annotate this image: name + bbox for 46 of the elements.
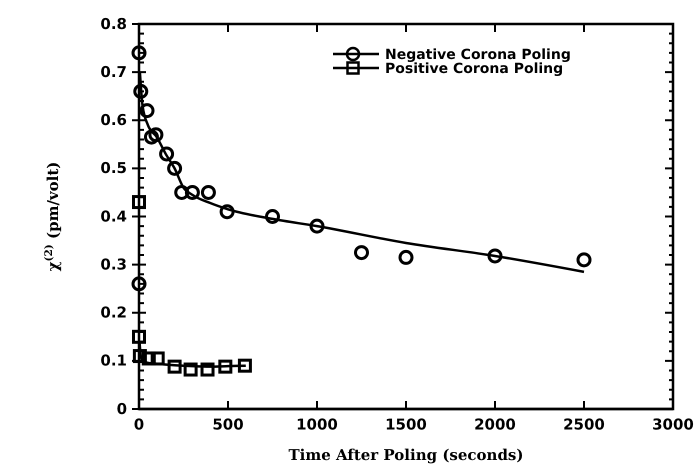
point xyxy=(220,204,235,220)
x-tick-label: 2000 xyxy=(474,416,516,434)
point xyxy=(168,360,182,374)
point xyxy=(265,209,280,224)
point xyxy=(132,349,147,364)
point xyxy=(133,84,148,99)
point xyxy=(354,245,369,260)
y-tick-label: 0.2 xyxy=(100,304,127,322)
y-tick-label: 0.6 xyxy=(100,111,127,130)
point xyxy=(140,103,155,118)
y-tick-label: 0.1 xyxy=(100,352,127,370)
point xyxy=(184,184,200,200)
point xyxy=(488,248,502,264)
y-tick-label: 0 xyxy=(116,400,127,418)
point xyxy=(218,360,232,374)
x-axis-title: Time After Poling (seconds) xyxy=(288,446,524,464)
point xyxy=(144,130,159,145)
point xyxy=(148,127,164,142)
point xyxy=(238,358,252,373)
point xyxy=(167,160,182,176)
x-tick-label: 2500 xyxy=(563,416,605,434)
point xyxy=(132,330,146,344)
legend-label: Negative Corona Poling xyxy=(385,47,571,63)
y-tick-label: 0.8 xyxy=(100,14,127,33)
point xyxy=(398,250,414,265)
point xyxy=(310,218,324,234)
point xyxy=(159,146,174,162)
point xyxy=(174,184,190,200)
point xyxy=(132,195,146,210)
x-tick-label: 3000 xyxy=(652,416,694,434)
point xyxy=(200,362,215,377)
y-tick-label: 0.7 xyxy=(100,62,127,81)
x-tick-label: 0 xyxy=(134,416,144,434)
x-tick-label: 500 xyxy=(212,416,244,434)
point xyxy=(184,362,198,377)
point xyxy=(200,184,216,200)
legend-label: Positive Corona Poling xyxy=(385,61,564,77)
y-tick-label: 0.3 xyxy=(100,255,127,274)
x-tick-label: 1500 xyxy=(385,416,427,434)
x-tick-label: 1000 xyxy=(296,416,338,434)
point xyxy=(150,351,165,366)
point xyxy=(132,276,146,292)
y-tick-label: 0.4 xyxy=(100,207,127,226)
point xyxy=(132,45,146,60)
y-tick-label: 0.5 xyxy=(100,159,127,178)
point xyxy=(576,252,592,268)
